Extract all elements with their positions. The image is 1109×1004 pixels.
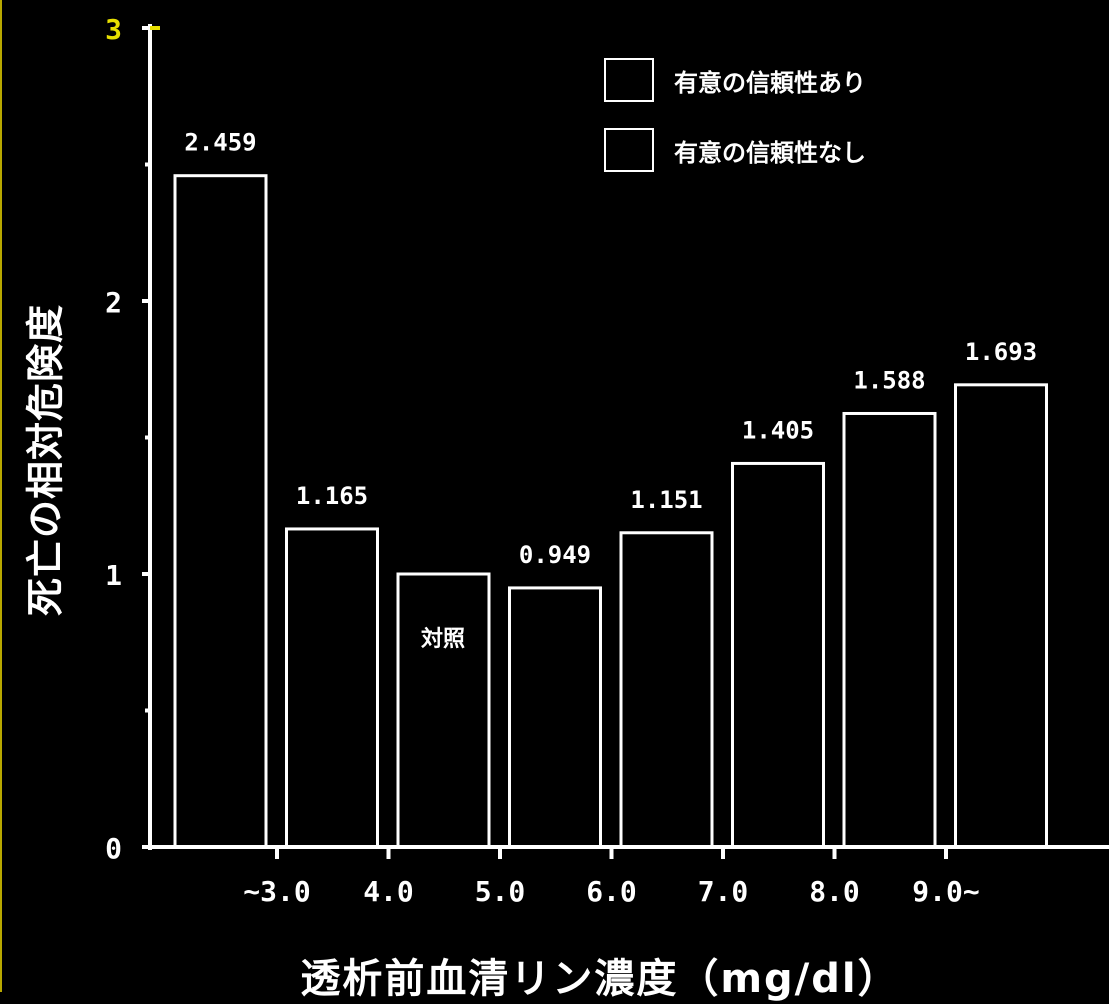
bar <box>285 527 379 849</box>
bar <box>508 586 602 849</box>
y-tick-label: 3 <box>105 13 122 46</box>
bar-value-label: 1.588 <box>853 366 925 394</box>
bar <box>954 383 1048 849</box>
legend-label-significant: 有意の信頼性あり <box>674 68 866 97</box>
y-tick-label: 1 <box>105 559 122 592</box>
x-tick-label: 9.0~ <box>912 875 979 908</box>
bar-value-label: 2.459 <box>184 129 256 157</box>
legend-swatch-significant <box>604 58 654 102</box>
bar <box>396 572 491 849</box>
left-edge-line <box>0 0 2 992</box>
reference-bar-label: 対照 <box>420 627 466 652</box>
x-tick-label: 6.0 <box>586 875 637 908</box>
y-tick-label: 2 <box>105 286 122 319</box>
legend: 有意の信頼性あり 有意の信頼性なし <box>604 56 866 196</box>
bar-value-label: 1.693 <box>965 338 1037 366</box>
legend-item-not-significant: 有意の信頼性なし <box>604 126 866 174</box>
x-tick-label: ~3.0 <box>243 875 310 908</box>
bar <box>731 461 825 849</box>
bar <box>619 531 714 849</box>
bar <box>842 411 937 849</box>
x-tick-label: 7.0 <box>698 875 749 908</box>
x-tick-label: 8.0 <box>809 875 860 908</box>
x-tick-label: 5.0 <box>475 875 526 908</box>
x-tick-label: 4.0 <box>363 875 414 908</box>
bar <box>173 174 268 849</box>
bar-value-label: 1.405 <box>742 416 814 444</box>
x-axis-label: 透析前血清リン濃度（mg/dl） <box>300 956 900 1002</box>
legend-item-significant: 有意の信頼性あり <box>604 56 866 104</box>
bar-value-label: 0.949 <box>519 541 591 569</box>
bar-value-label: 1.165 <box>296 482 368 510</box>
y-tick-label: 0 <box>105 832 122 865</box>
bar-value-label: 1.151 <box>630 486 702 514</box>
y-axis-label: 死亡の相対危険度 <box>23 303 68 617</box>
legend-swatch-not-significant <box>604 128 654 172</box>
legend-label-not-significant: 有意の信頼性なし <box>674 138 866 167</box>
